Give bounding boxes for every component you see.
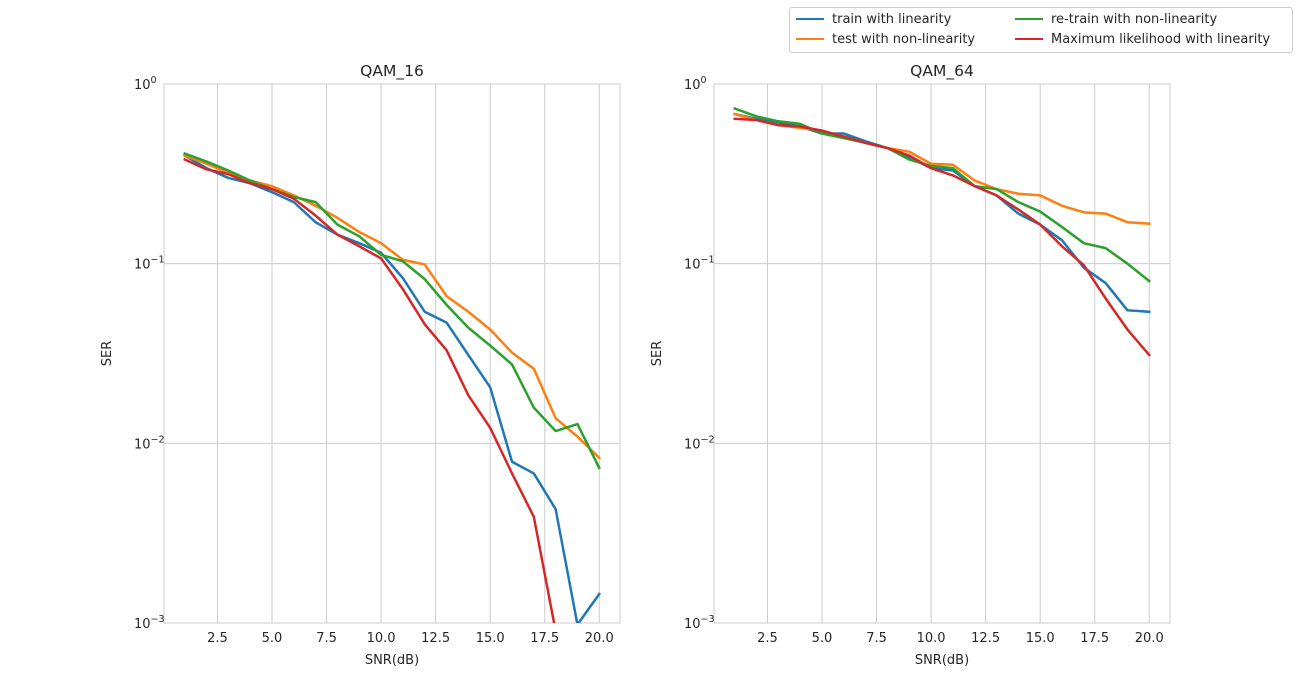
x-tick-label: 17.5 (1080, 631, 1109, 646)
plot-frame (163, 83, 621, 624)
series-line-4 (733, 117, 1152, 357)
x-tick-label: 2.5 (757, 631, 778, 646)
y-tick-label: 10−3 (684, 614, 715, 632)
legend-label: train with linearity (832, 12, 952, 27)
y-tick-label: 10−2 (684, 434, 715, 452)
x-axis-label: SNR(dB) (365, 653, 419, 668)
x-tick-label: 5.0 (262, 631, 283, 646)
legend: train with linearity test with non-linea… (789, 7, 1293, 53)
x-axis-label: SNR(dB) (915, 653, 969, 668)
x-tick-label: 5.0 (812, 631, 833, 646)
y-axis-label: SER (650, 341, 665, 367)
legend-item-retrain-nonlinearity: re-train with non-linearity (1015, 10, 1217, 30)
y-tick-label: 10−1 (684, 255, 715, 273)
legend-swatch (1015, 17, 1043, 20)
x-tick-label: 15.0 (476, 631, 505, 646)
x-tick-label: 10.0 (917, 631, 946, 646)
chart-qam16: 2.5 5.0 7.5 10.0 12.5 15.0 17.5 20.0 10−3 10−2 10−… (100, 62, 621, 668)
legend-item-test-nonlinearity: test with non-linearity (796, 30, 975, 50)
legend-swatch (1015, 37, 1043, 40)
x-tick-label: 20.0 (1135, 631, 1164, 646)
chart-title: QAM_16 (360, 62, 424, 81)
x-tick-label: 7.5 (866, 631, 887, 646)
chart-qam64: 2.5 5.0 7.5 10.0 12.5 15.0 17.5 20.0 10−3 10−2 10−… (650, 62, 1171, 668)
x-tick-label: 10.0 (367, 631, 396, 646)
legend-item-train-linearity: train with linearity (796, 10, 951, 30)
y-tick-label: 100 (684, 75, 707, 93)
x-tick-label: 15.0 (1026, 631, 1055, 646)
legend-swatch (796, 37, 824, 40)
legend-label: re-train with non-linearity (1051, 12, 1218, 27)
x-tick-label: 12.5 (971, 631, 1000, 646)
x-tick-label: 12.5 (421, 631, 450, 646)
legend-swatch (796, 17, 824, 20)
legend-item-ml-linearity: Maximum likelihood with linearity (1015, 30, 1270, 50)
series-line-3 (183, 151, 601, 470)
x-tick-label: 17.5 (530, 631, 559, 646)
x-tick-label: 7.5 (316, 631, 337, 646)
legend-label: Maximum likelihood with linearity (1051, 32, 1271, 47)
y-tick-label: 100 (134, 75, 157, 93)
y-axis-label: SER (100, 341, 115, 367)
series-line-1 (183, 153, 602, 623)
series-line-4 (183, 157, 556, 623)
chart-title: QAM_64 (910, 62, 974, 81)
x-tick-label: 20.0 (585, 631, 614, 646)
legend-label: test with non-linearity (832, 32, 976, 47)
plot-frame (713, 83, 1171, 624)
x-tick-label: 2.5 (207, 631, 228, 646)
y-tick-label: 10−3 (134, 614, 165, 632)
y-tick-label: 10−1 (134, 255, 165, 273)
y-tick-label: 10−2 (134, 434, 165, 452)
series-line-3 (733, 106, 1152, 283)
